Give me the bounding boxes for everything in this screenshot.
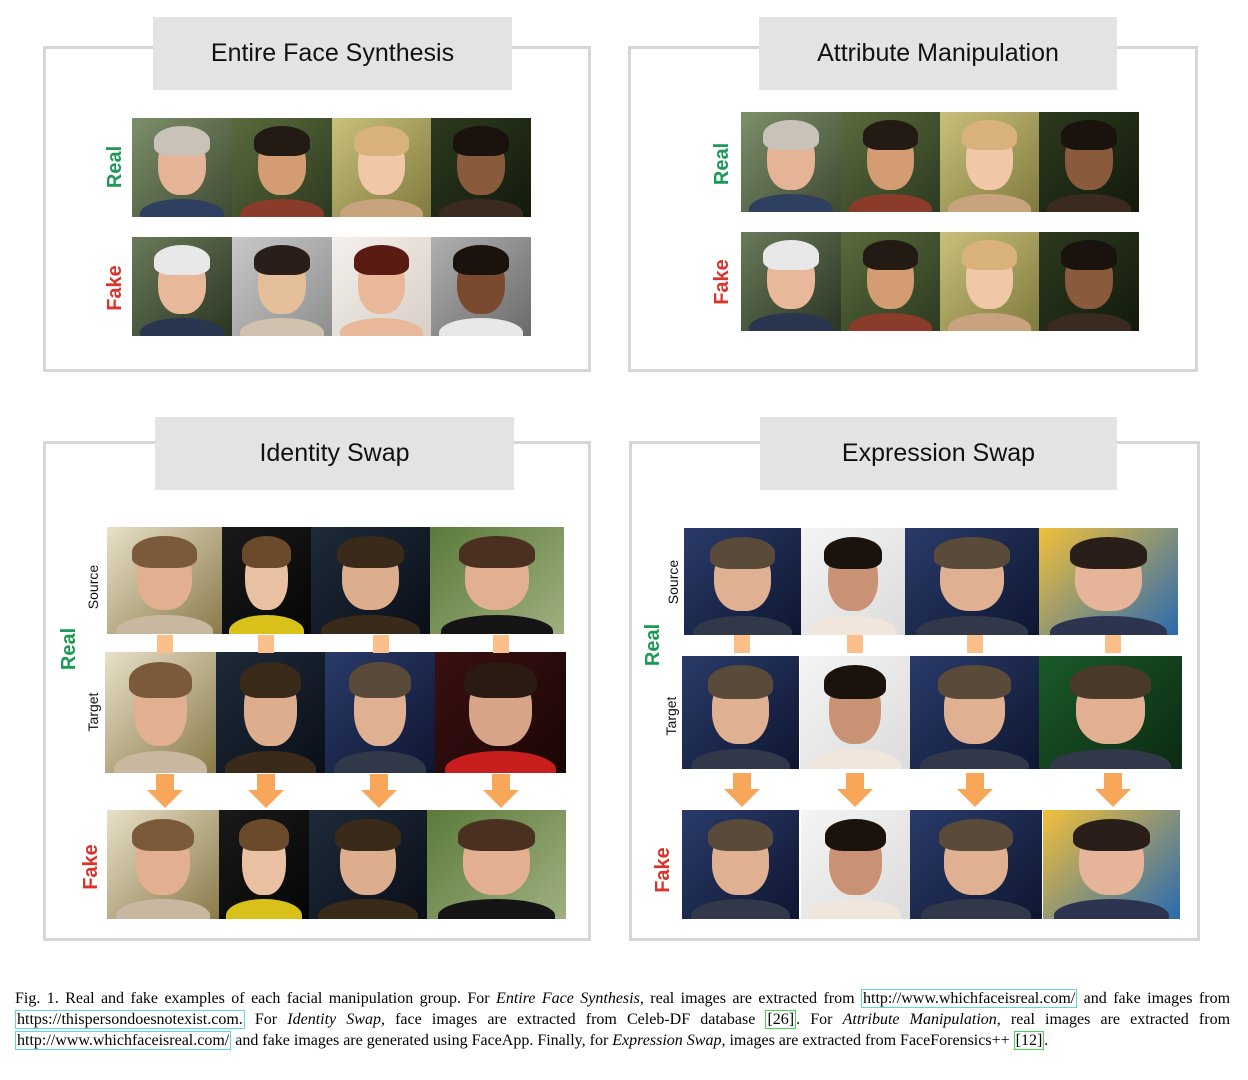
es-target-photo-3 xyxy=(910,656,1039,769)
efs-fake-photo-4 xyxy=(431,237,531,336)
caption-efs-name: Entire Face Synthesis xyxy=(496,990,640,1007)
expression-swap-title: Expression Swap xyxy=(760,417,1117,490)
es-source-arrow-2 xyxy=(847,635,863,653)
attribute-manipulation-title: Attribute Manipulation xyxy=(759,17,1117,90)
caption-text-2: and fake images from xyxy=(1077,990,1231,1007)
am-real-photo-4 xyxy=(1039,112,1139,212)
figure-caption: Fig. 1. Real and fake examples of each f… xyxy=(15,988,1230,1051)
am-real-photo-2 xyxy=(841,112,940,212)
am-fake-photo-3 xyxy=(940,232,1039,331)
es-source-arrow-3 xyxy=(967,635,983,653)
efs-fake-photo-1 xyxy=(132,237,232,336)
identity-swap-title: Identity Swap xyxy=(155,417,514,490)
caption-text-6: , real images are extracted from xyxy=(996,1011,1231,1028)
is-fake-photo-3 xyxy=(309,810,427,919)
is-source-photo-1 xyxy=(107,527,222,634)
efs-real-label: Real xyxy=(104,145,126,189)
caption-text-4: , face images are extracted from Celeb-D… xyxy=(380,1011,766,1028)
caption-text-9: . xyxy=(1044,1032,1049,1049)
es-fake-photo-2 xyxy=(801,810,910,919)
is-target-photo-3 xyxy=(325,652,435,773)
efs-real-photo-1 xyxy=(132,118,232,217)
es-down-arrow-2 xyxy=(837,773,873,807)
am-fake-photo-4 xyxy=(1039,232,1139,331)
thispersondoesnotexist-link[interactable]: https://thispersondoesnotexist.com. xyxy=(15,1010,245,1029)
citation-12-link[interactable]: [12] xyxy=(1013,1031,1045,1050)
entire-face-synthesis-title: Entire Face Synthesis xyxy=(153,17,512,90)
es-fake-photo-1 xyxy=(682,810,799,919)
is-fake-photo-2 xyxy=(219,810,309,919)
is-real-label: Real xyxy=(58,627,80,671)
is-fake-photo-4 xyxy=(427,810,566,919)
is-source-photo-4 xyxy=(430,527,564,634)
is-down-arrow-2 xyxy=(248,774,284,808)
am-real-photo-3 xyxy=(940,112,1039,212)
caption-text-5: . For xyxy=(796,1011,843,1028)
es-source-photo-1 xyxy=(684,528,801,635)
efs-real-photo-3 xyxy=(332,118,431,217)
es-source-label: Source xyxy=(665,559,681,605)
is-source-arrow-3 xyxy=(373,635,389,653)
is-target-photo-2 xyxy=(216,652,325,773)
is-source-arrow-1 xyxy=(157,635,173,653)
caption-lead: Fig. 1. Real and fake examples of each f… xyxy=(15,990,497,1007)
es-target-photo-2 xyxy=(800,656,910,769)
is-target-label: Target xyxy=(85,692,101,732)
is-source-photo-2 xyxy=(222,527,311,634)
caption-am-name: Attribute Manipulation xyxy=(842,1011,997,1028)
es-fake-label: Fake xyxy=(652,847,674,893)
efs-fake-photo-3 xyxy=(332,237,431,336)
is-target-photo-1 xyxy=(105,652,216,773)
am-fake-photo-2 xyxy=(841,232,940,331)
es-source-photo-3 xyxy=(905,528,1039,635)
caption-text-1: , real images are extracted from xyxy=(639,990,861,1007)
es-down-arrow-3 xyxy=(957,773,993,807)
es-real-label: Real xyxy=(642,623,664,667)
is-down-arrow-1 xyxy=(147,774,183,808)
es-target-label: Target xyxy=(663,696,679,736)
es-down-arrow-1 xyxy=(724,773,760,807)
es-down-arrow-4 xyxy=(1095,773,1131,807)
efs-fake-label: Fake xyxy=(104,265,126,311)
is-source-photo-3 xyxy=(311,527,430,634)
am-real-label: Real xyxy=(711,142,733,186)
am-fake-photo-1 xyxy=(741,232,841,331)
es-source-arrow-1 xyxy=(734,635,750,653)
efs-fake-photo-2 xyxy=(232,237,332,336)
efs-real-photo-2 xyxy=(232,118,332,217)
is-target-photo-4 xyxy=(435,652,566,773)
is-source-arrow-4 xyxy=(493,635,509,653)
es-source-photo-4 xyxy=(1039,528,1178,635)
citation-26-link[interactable]: [26] xyxy=(765,1010,797,1029)
is-source-arrow-2 xyxy=(258,635,274,653)
es-source-photo-2 xyxy=(801,528,905,635)
is-down-arrow-3 xyxy=(361,774,397,808)
is-fake-label: Fake xyxy=(80,844,102,890)
caption-text-8: , images are extracted from FaceForensic… xyxy=(721,1032,1014,1049)
es-fake-photo-3 xyxy=(910,810,1042,919)
caption-text-3: For xyxy=(244,1011,288,1028)
caption-text-7: and fake images are generated using Face… xyxy=(231,1032,613,1049)
caption-es-name: Expression Swap xyxy=(612,1032,722,1049)
whichfaceisreal-link-1[interactable]: http://www.whichfaceisreal.com/ xyxy=(861,989,1078,1008)
es-fake-photo-4 xyxy=(1043,810,1180,919)
whichfaceisreal-link-2[interactable]: http://www.whichfaceisreal.com/ xyxy=(15,1031,232,1050)
is-down-arrow-4 xyxy=(483,774,519,808)
caption-is-name: Identity Swap xyxy=(287,1011,381,1028)
is-fake-photo-1 xyxy=(107,810,219,919)
es-target-photo-4 xyxy=(1039,656,1182,769)
es-target-photo-1 xyxy=(682,656,799,769)
am-fake-label: Fake xyxy=(711,259,733,305)
es-source-arrow-4 xyxy=(1105,635,1121,653)
is-source-label: Source xyxy=(85,564,101,610)
am-real-photo-1 xyxy=(741,112,841,212)
efs-real-photo-4 xyxy=(431,118,531,217)
